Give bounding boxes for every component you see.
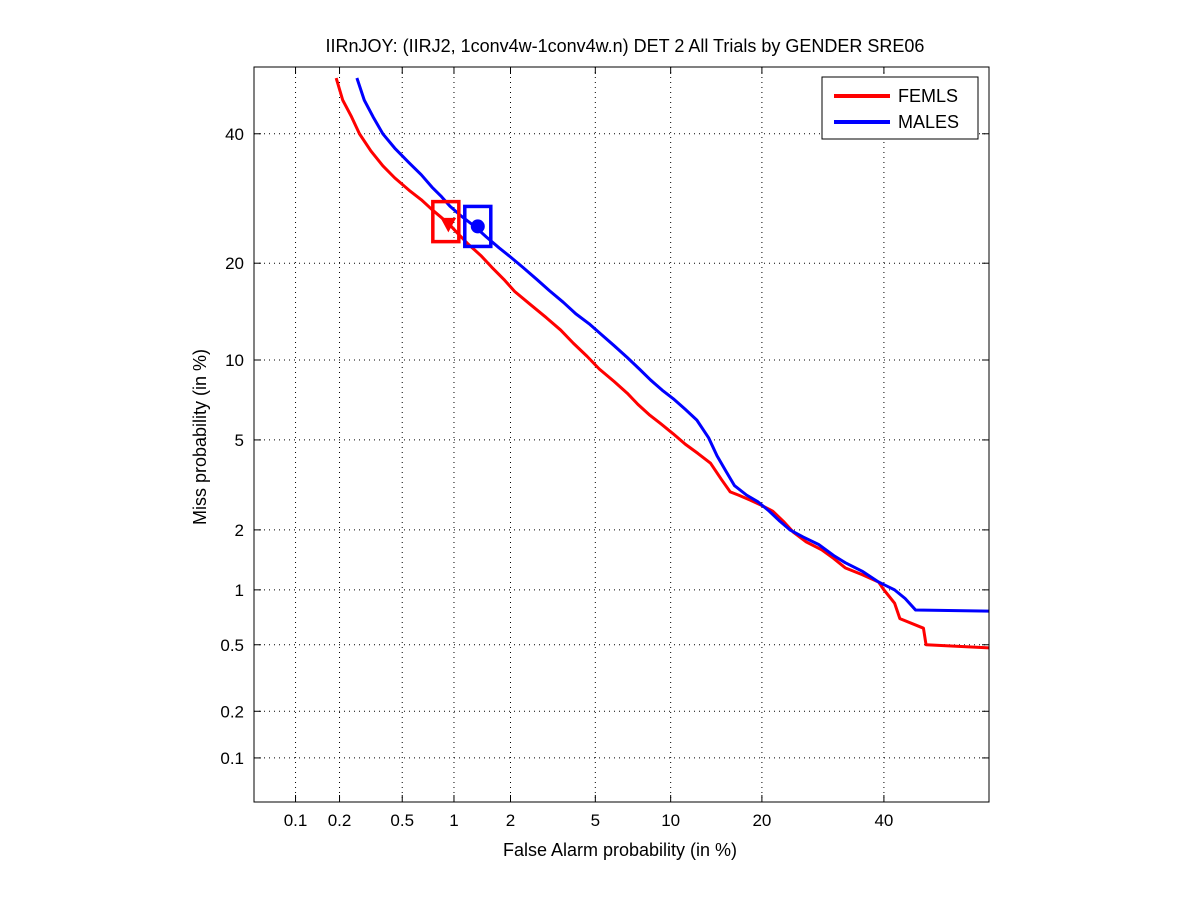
y-axis: 0.1 0.2 0.5 1 2 5 10 20 40 (220, 125, 989, 768)
chart-title: IIRnJOY: (IIRJ2, 1conv4w-1conv4w.n) DET … (326, 36, 925, 56)
x-axis: 0.1 0.2 0.5 1 2 5 10 20 40 (284, 67, 893, 830)
min-dcf-marker-males (470, 219, 485, 234)
legend-box (821, 76, 979, 140)
x-tick-label: 0.1 (284, 811, 308, 830)
min-dcf-marker-femls (440, 217, 457, 233)
y-tick-label: 0.1 (220, 749, 244, 768)
x-axis-title: False Alarm probability (in %) (503, 840, 737, 860)
legend-label-femls: FEMLS (898, 86, 958, 106)
grid (254, 67, 989, 802)
x-tick-label: 20 (752, 811, 771, 830)
x-tick-label: 2 (506, 811, 515, 830)
plot-area (334, 77, 989, 650)
act-dcf-box-males (463, 204, 493, 249)
y-tick-label: 0.5 (220, 636, 244, 655)
x-tick-label: 40 (874, 811, 893, 830)
series-line-femls (334, 77, 989, 650)
legend: FEMLS MALES (821, 76, 979, 140)
x-tick-label: 1 (449, 811, 458, 830)
y-tick-label: 10 (225, 351, 244, 370)
y-tick-label: 0.2 (220, 702, 244, 721)
act-dcf-box-femls (431, 199, 461, 244)
y-tick-label: 20 (225, 254, 244, 273)
y-tick-label: 5 (235, 431, 244, 450)
x-tick-label: 0.5 (390, 811, 414, 830)
y-tick-label: 1 (235, 581, 244, 600)
series-line-males (355, 77, 989, 613)
x-tick-label: 5 (591, 811, 600, 830)
axes-frame (253, 66, 990, 803)
x-tick-label: 0.2 (328, 811, 352, 830)
y-tick-label: 40 (225, 125, 244, 144)
y-tick-label: 2 (235, 521, 244, 540)
x-tick-label: 10 (661, 811, 680, 830)
y-axis-title: Miss probability (in %) (190, 349, 210, 525)
legend-label-males: MALES (898, 112, 959, 132)
